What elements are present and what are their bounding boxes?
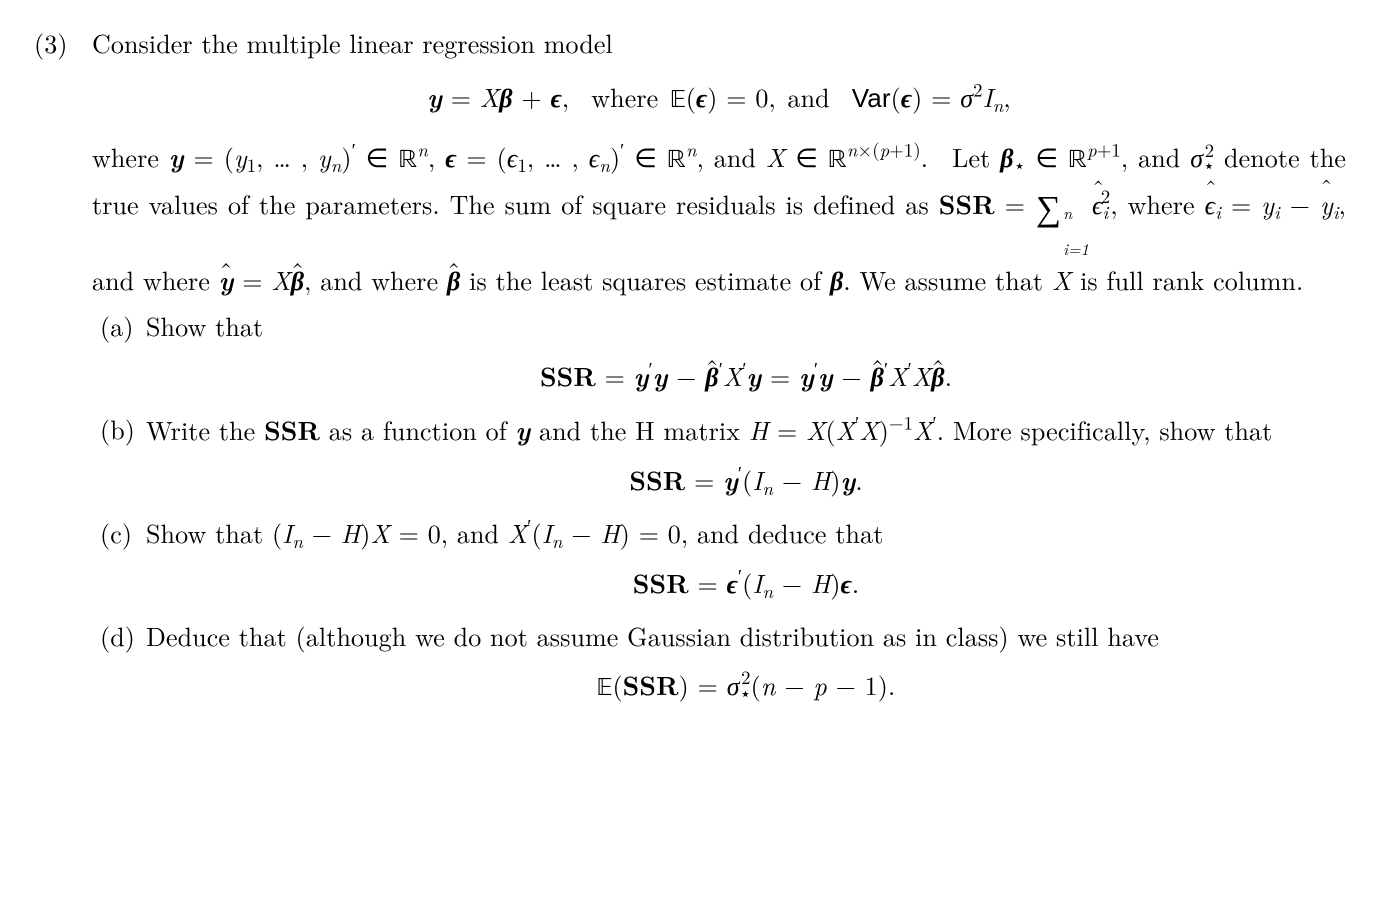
page: (3) Consider the multiple linear regress… [0, 0, 1396, 902]
part-a-body: Show that SSR = y′y − β′X′y = y′y − β′X′… [146, 305, 1346, 406]
part-b-label: (b) [100, 408, 146, 451]
model-equation: y = Xβ + ϵ,where𝔼(ϵ) = 0,andVar(ϵ) = σ2I… [92, 75, 1346, 123]
problem-body: Consider the multiple linear regression … [92, 22, 1346, 719]
part-c: (c) Show that (In − H)X = 0, and X′(In −… [100, 512, 1346, 613]
part-c-body: Show that (In − H)X = 0, and X′(In − H) … [146, 512, 1346, 613]
part-d-label: (d) [100, 615, 146, 658]
part-c-equation: SSR = ϵ′(In − H)ϵ. [146, 561, 1346, 605]
part-a: (a) Show that SSR = y′y − β′X′y = y′y − … [100, 305, 1346, 406]
part-a-equation: SSR = y′y − β′X′y = y′y − β′X′Xβ. [146, 354, 1346, 398]
part-d-text: Deduce that (although we do not assume G… [146, 617, 1159, 654]
part-d: (d) Deduce that (although we do not assu… [100, 615, 1346, 719]
intro-line: Consider the multiple linear regression … [92, 22, 1346, 65]
part-d-equation: 𝔼(SSR) = σ⋆2(n − p − 1). [146, 664, 1346, 711]
body-paragraph: where y = (y1, … , yn)′ ∈ ℝn, ϵ = (ϵ1, …… [92, 135, 1346, 302]
subparts: (a) Show that SSR = y′y − β′X′y = y′y − … [92, 305, 1346, 718]
part-a-text: Show that [146, 307, 263, 344]
problem-label: (3) [34, 22, 92, 65]
part-c-label: (c) [100, 512, 146, 555]
part-b-equation: SSR = y′(In − H)y. [146, 458, 1346, 502]
part-b: (b) Write the SSR as a function of y and… [100, 408, 1346, 510]
problem-3: (3) Consider the multiple linear regress… [34, 22, 1346, 719]
part-d-body: Deduce that (although we do not assume G… [146, 615, 1346, 719]
part-b-body: Write the SSR as a function of y and the… [146, 408, 1346, 510]
part-a-label: (a) [100, 305, 146, 348]
